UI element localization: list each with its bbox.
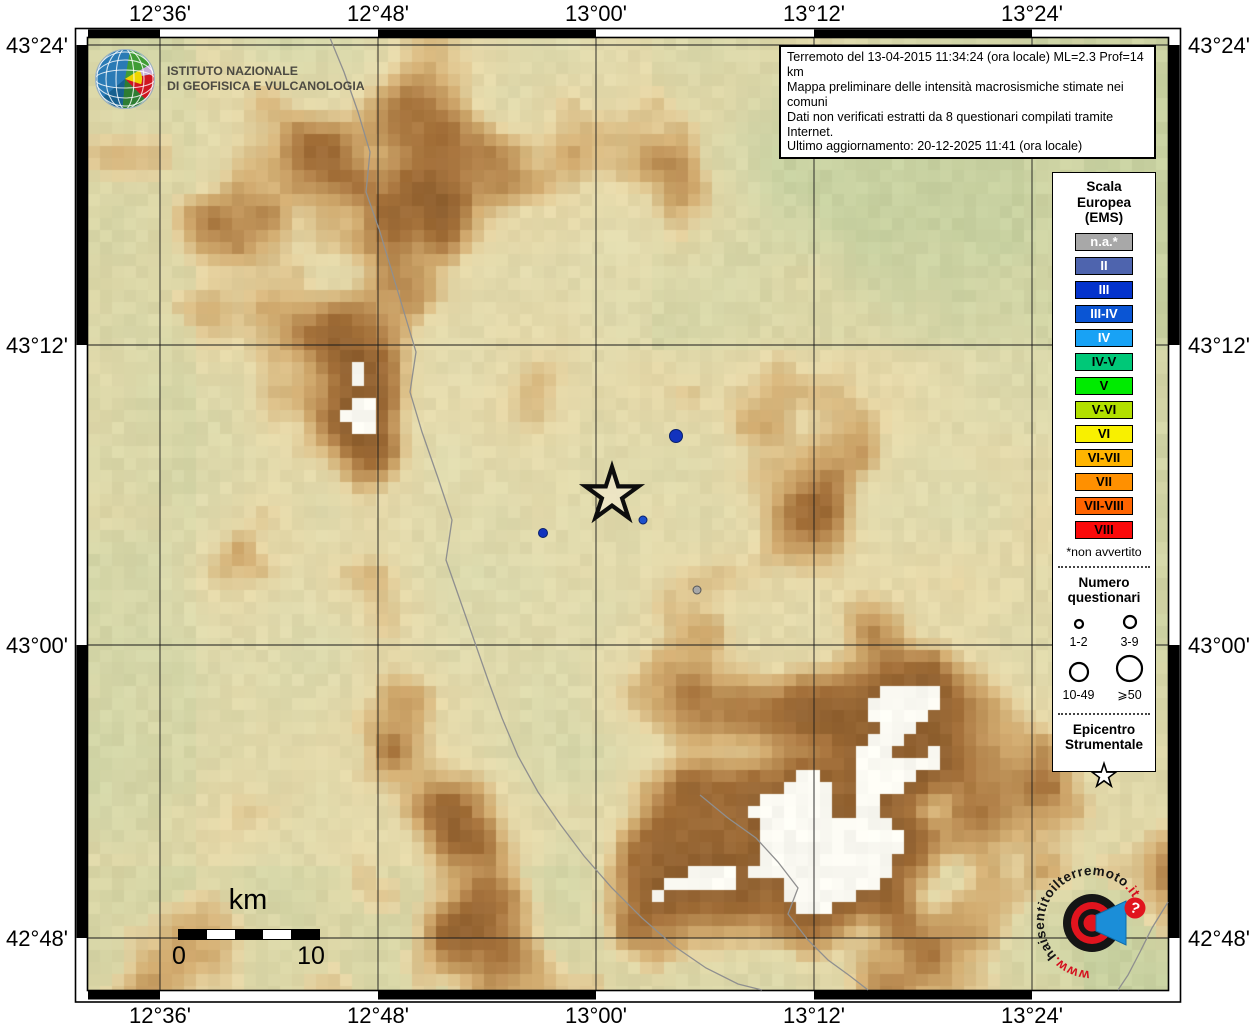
ingv-name-line2: DI GEOFISICA E VULCANOLOGIA [167, 79, 365, 93]
info-line-updated: Ultimo aggiornamento: 20-12-2025 11:41 (… [787, 139, 1083, 154]
tick-label-right: 43°12' [1188, 333, 1250, 358]
boundary-line [699, 794, 869, 991]
legend-panel: Scala Europea (EMS) n.a.* II III III-IV IV IV… [1052, 172, 1156, 788]
intensity-swatch-VIII: VIII [1075, 520, 1133, 539]
questionnaire-title-line1: Numero [1078, 574, 1130, 590]
legend-title-line1: Scala [1086, 179, 1122, 194]
tick-label-left: 43°12' [6, 333, 68, 358]
info-line-data-source: Dati non verificati estratti da 8 questi… [787, 109, 1114, 139]
intensity-swatch-IV: IV [1075, 328, 1133, 347]
questionnaire-circles-row: 10-49 ⩾50 [1053, 653, 1155, 706]
logo-text-www: www. [1049, 954, 1092, 984]
questionnaire-circle-icon [1122, 614, 1137, 629]
epicenter-star-icon [1089, 760, 1119, 788]
questionnaire-size-label: 1-2 [1069, 634, 1088, 649]
tick-label-right: 43°24' [1188, 33, 1250, 58]
questionnaire-circles-row: 1-2 3-9 [1053, 613, 1155, 653]
questionnaire-size-label: 3-9 [1120, 634, 1139, 649]
boundary-line [1117, 901, 1169, 991]
epicenter-title-line1: Epicentro [1072, 721, 1136, 737]
scalebar-segment [207, 930, 235, 939]
tick-label-bottom: 13°00' [565, 1003, 627, 1024]
intensity-point [669, 429, 683, 443]
intensity-point [692, 585, 702, 595]
intensity-swatch-II: II [1075, 256, 1133, 275]
questionnaire-circle-icon [1068, 661, 1089, 682]
intensity-swatch-VI-VII: VI-VII [1075, 448, 1133, 467]
epicenter-star [578, 460, 646, 524]
scalebar-segment [235, 930, 263, 939]
boundary-line [329, 37, 763, 991]
question-badge-icon: ? [1124, 897, 1146, 919]
legend-divider [1058, 565, 1150, 568]
questionnaire-circle-icon [1115, 654, 1144, 682]
intensity-swatch-V: V [1075, 376, 1133, 395]
scalebar-start-label: 0 [172, 942, 186, 970]
scalebar-end-label: 10 [297, 942, 325, 970]
scalebar-unit-label: km [228, 884, 268, 916]
questionnaire-size-label: ⩾50 [1117, 687, 1142, 702]
ingv-globe-icon [95, 49, 155, 109]
intensity-swatch-V-VI: V-VI [1075, 400, 1133, 419]
tick-label-top: 13°24' [1001, 1, 1063, 26]
tick-label-bottom: 12°48' [347, 1003, 409, 1024]
intensity-swatch-III-IV: III-IV [1075, 304, 1133, 323]
questionnaire-circle-icon [1073, 618, 1084, 629]
bullseye-icon [1063, 894, 1127, 952]
legend-title-line2: Europea [1076, 194, 1131, 210]
legend-divider [1058, 712, 1150, 715]
questionnaire-size: ⩾50 [1104, 653, 1155, 706]
legend-title-line3: (EMS) [1084, 210, 1124, 225]
info-line-event: Terremoto del 13-04-2015 11:34:24 (ora l… [787, 50, 1144, 79]
tick-label-bottom: 13°12' [783, 1003, 845, 1024]
tick-label-left: 42°48' [6, 926, 68, 951]
intensity-swatch-III: III [1075, 280, 1133, 299]
intensity-swatch-VII: VII [1075, 472, 1133, 491]
tick-label-top: 12°36' [129, 1, 191, 26]
questionnaire-size: 3-9 [1104, 613, 1155, 653]
scalebar-segment [179, 930, 207, 939]
tick-label-right: 42°48' [1188, 926, 1250, 951]
tick-label-left: 43°24' [6, 33, 68, 58]
ingv-institute-name: ISTITUTO NAZIONALE DI GEOFISICA E VULCAN… [167, 64, 365, 94]
intensity-swatch-IV-V: IV-V [1075, 352, 1133, 371]
questionnaire-size: 10-49 [1053, 660, 1104, 706]
legend-title: Scala Europea (EMS) [1053, 179, 1155, 226]
intensity-point [538, 528, 548, 538]
intensity-swatch-VII-VIII: VII-VIII [1075, 496, 1133, 515]
earthquake-info-box: Terremoto del 13-04-2015 11:34:24 (ora l… [779, 45, 1156, 160]
questionnaire-title-line2: questionari [1067, 590, 1141, 605]
tick-label-top: 13°12' [783, 1, 845, 26]
epicenter-title-line2: Strumentale [1064, 737, 1144, 752]
tick-label-right: 43°00' [1188, 633, 1250, 658]
scalebar [178, 929, 320, 940]
scalebar-segment [291, 930, 319, 939]
questionnaire-size: 1-2 [1053, 617, 1104, 653]
megaphone-icon [1095, 900, 1127, 946]
questionnaire-size-label: 10-49 [1062, 687, 1095, 702]
tick-label-bottom: 13°24' [1001, 1003, 1063, 1024]
questionnaire-count-title: Numero questionari [1053, 575, 1155, 606]
ingv-logo: ISTITUTO NAZIONALE DI GEOFISICA E VULCAN… [92, 46, 365, 112]
tick-label-bottom: 12°36' [129, 1003, 191, 1024]
info-line-map-type: Mappa preliminare delle intensità macros… [787, 79, 1124, 109]
tick-label-left: 43°00' [6, 633, 68, 658]
intensity-swatch-VI: VI [1075, 424, 1133, 443]
scalebar-segment [263, 930, 291, 939]
intensity-swatch-n.a.*: n.a.* [1075, 232, 1133, 251]
tick-label-top: 12°48' [347, 1, 409, 26]
intensity-point [638, 515, 648, 525]
ingv-name-line1: ISTITUTO NAZIONALE [167, 64, 298, 78]
questionnaire-size-key: 1-2 3-9 10-49 ⩾50 [1053, 613, 1155, 706]
legend-footnote: *non avvertito [1066, 544, 1142, 559]
haisentitoilterremoto-logo: www.haisentitoilterremoto.it ? [1032, 863, 1146, 984]
epicenter-legend-title: Epicentro Strumentale [1053, 722, 1155, 753]
intensity-scale-swatches: n.a.* II III III-IV IV IV-V V V-VI VI VI-VII VII VI… [1053, 232, 1155, 539]
tick-label-top: 13°00' [565, 1, 627, 26]
